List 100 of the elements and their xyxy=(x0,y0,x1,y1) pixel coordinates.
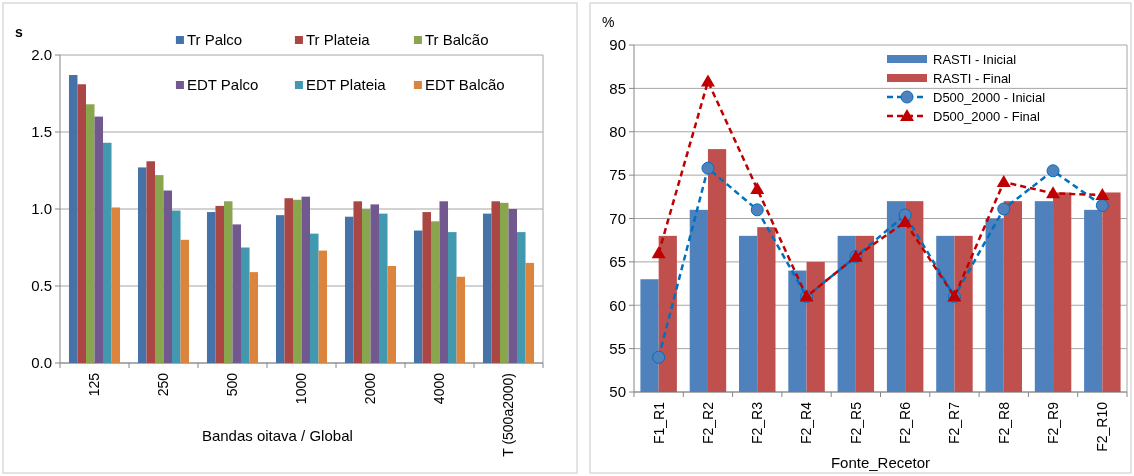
bar xyxy=(137,167,147,363)
bar xyxy=(379,213,388,363)
bar xyxy=(517,232,526,363)
bar xyxy=(430,221,440,363)
bar xyxy=(77,84,86,363)
y-tick-label: 55 xyxy=(609,339,626,357)
point xyxy=(651,246,666,259)
bar xyxy=(284,198,293,363)
x-tick-label: F1_R1 xyxy=(650,401,667,445)
bar xyxy=(344,216,354,363)
bar xyxy=(353,201,362,363)
bar xyxy=(206,212,216,363)
bar xyxy=(318,250,328,363)
bar xyxy=(448,232,457,363)
x-tick-label: F2_R8 xyxy=(995,401,1012,445)
bar xyxy=(172,210,181,363)
bar xyxy=(422,212,431,363)
x-tick-label: F2_R10 xyxy=(1094,401,1111,452)
y-tick-label: 65 xyxy=(609,253,626,271)
y-tick-label: 75 xyxy=(609,166,626,184)
point xyxy=(701,161,715,175)
bar xyxy=(361,209,371,363)
x-tick-label: 250 xyxy=(155,372,172,397)
bar xyxy=(275,215,285,363)
bar xyxy=(482,213,492,363)
y-tick-label: 50 xyxy=(609,383,626,401)
legend-label: Tr Balcão xyxy=(424,31,489,48)
bar xyxy=(249,272,259,363)
x-axis-title: Fonte_Recetor xyxy=(830,454,931,471)
y-tick-label: 2.0 xyxy=(31,46,52,64)
x-tick-label: 500 xyxy=(224,372,241,397)
y-tick-label: 80 xyxy=(609,123,626,140)
bar xyxy=(232,224,242,363)
x-tick-label: 1000 xyxy=(293,372,310,405)
bar xyxy=(456,276,466,363)
x-tick-label: F2_R4 xyxy=(798,401,815,445)
x-tick-label: F2_R5 xyxy=(847,401,864,445)
x-tick-label: F2_R2 xyxy=(699,401,716,445)
bar xyxy=(413,230,423,363)
legend-label: EDT Balcão xyxy=(424,76,505,93)
y-tick-label: 70 xyxy=(609,209,626,227)
point xyxy=(1095,198,1109,212)
legend-label: Tr Plateia xyxy=(305,31,371,48)
bar xyxy=(146,161,155,363)
y-tick-label: 0.0 xyxy=(31,354,52,372)
point xyxy=(1095,188,1110,201)
bar xyxy=(111,207,121,363)
x-axis-title: Bandas oitava / Global xyxy=(201,427,353,444)
bar xyxy=(180,239,190,363)
x-tick-label: 125 xyxy=(86,372,103,397)
bar xyxy=(163,190,173,363)
bar xyxy=(387,265,397,363)
y-tick-label: 1.5 xyxy=(31,123,52,141)
bar xyxy=(508,209,518,363)
x-tick-label: F2_R6 xyxy=(897,401,914,445)
x-tick-label: T (500a2000) xyxy=(500,373,517,457)
bar xyxy=(525,262,535,363)
bar xyxy=(94,116,104,363)
bar xyxy=(301,196,311,363)
point xyxy=(997,202,1011,216)
y-axis-title: s xyxy=(15,24,23,40)
y-axis-title: % xyxy=(602,14,615,30)
legend-label: RASTI - Final xyxy=(933,71,1012,86)
legend-label: Tr Palco xyxy=(186,31,243,48)
bar xyxy=(215,205,224,363)
bar xyxy=(439,201,449,363)
point xyxy=(700,74,715,87)
legend-label: D500_2000 - Final xyxy=(933,109,1041,124)
point xyxy=(898,214,913,227)
bar xyxy=(103,142,112,363)
legend-label: RASTI - Inicial xyxy=(933,52,1017,67)
y-tick-label: 85 xyxy=(609,79,626,97)
legend-label: EDT Palco xyxy=(186,76,259,93)
point xyxy=(750,203,764,217)
bar xyxy=(223,201,233,363)
point xyxy=(652,350,666,364)
point xyxy=(1046,164,1060,178)
x-tick-label: F2_R9 xyxy=(1044,401,1061,445)
bar xyxy=(310,233,319,363)
x-tick-label: F2_R3 xyxy=(749,401,766,445)
y-tick-label: 60 xyxy=(609,296,626,314)
bar xyxy=(68,75,78,363)
x-tick-label: 4000 xyxy=(431,372,448,405)
bar xyxy=(499,202,509,363)
bar xyxy=(370,204,380,363)
y-tick-label: 1.0 xyxy=(31,200,52,218)
point xyxy=(750,182,765,194)
bar xyxy=(241,247,250,363)
y-tick-label: 90 xyxy=(609,36,626,54)
bar xyxy=(491,201,500,363)
x-tick-label: F2_R7 xyxy=(946,401,963,445)
y-tick-label: 0.5 xyxy=(31,277,52,295)
point xyxy=(1046,186,1061,199)
legend-label: EDT Plateia xyxy=(305,76,387,93)
bar xyxy=(154,175,164,363)
bar xyxy=(292,199,302,363)
legend-label: D500_2000 - Inicial xyxy=(933,90,1046,105)
point xyxy=(996,175,1011,188)
x-tick-label: 2000 xyxy=(362,372,379,405)
bar xyxy=(85,104,95,363)
